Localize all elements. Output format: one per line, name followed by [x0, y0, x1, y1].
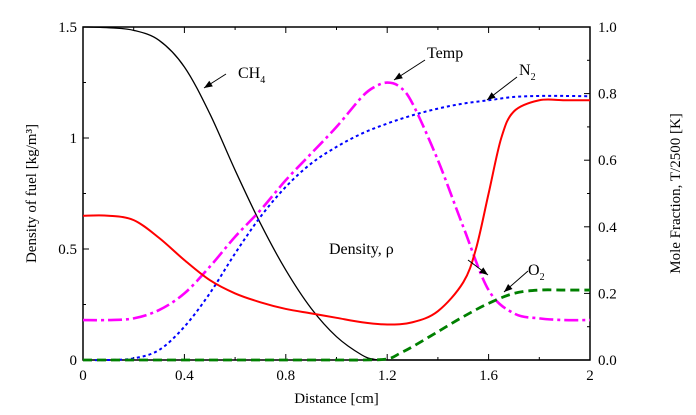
annotation-ch4: CH4 — [238, 65, 265, 86]
y-left-tick-label: 0.5 — [58, 242, 77, 258]
y-right-tick-label: 0.8 — [598, 87, 617, 103]
series-line-n2 — [82, 94, 591, 362]
annotation-arrowhead-temp — [394, 72, 403, 80]
y-right-tick-label: 0.6 — [598, 153, 617, 169]
series-line-o2 — [83, 288, 590, 362]
annotation-sub-n2: 2 — [531, 72, 536, 83]
x-tick-label: 1.6 — [479, 368, 498, 384]
annotation-sub-o2: 2 — [540, 272, 545, 283]
annotation-n2: N2 — [519, 62, 536, 83]
y-axis-left-label: Density of fuel [kg/m³] — [24, 124, 40, 263]
annotation-main-temp: Temp — [427, 45, 463, 62]
y-right-tick-label: 0.0 — [598, 353, 617, 369]
x-tick-label: 0 — [79, 368, 87, 384]
y-left-tick-label: 1 — [70, 131, 78, 147]
series-line-density — [82, 98, 590, 326]
x-tick-label: 0.8 — [276, 368, 295, 384]
annotation-density: Density, ρ — [329, 241, 394, 258]
annotation-arrowhead-ch4 — [204, 80, 213, 88]
annotation-arrowhead-density — [479, 267, 488, 275]
series-line-ch4 — [82, 26, 590, 361]
annotation-arrowhead-o2 — [504, 283, 513, 292]
x-tick-label: 2 — [586, 368, 594, 384]
y-right-tick-label: 0.2 — [598, 286, 617, 302]
annotation-main-ch4: CH — [238, 65, 261, 82]
x-tick-label: 1.2 — [378, 368, 397, 384]
series-lines — [82, 26, 591, 362]
annotation-main-n2: N — [519, 62, 531, 79]
annotation-sub-ch4: 4 — [260, 75, 265, 86]
series-line-temp — [82, 81, 591, 322]
annotation-o2: O2 — [528, 262, 545, 283]
axis-ticks: 0 0.4 0.8 1.2 1.6 2 0 0.5 1 1.5 0.0 0.2 0.4 0.6 0.8 1.0 — [58, 20, 617, 384]
annotation-main-o2: O — [528, 262, 540, 279]
x-tick-label: 0.4 — [175, 368, 194, 384]
y-left-tick-label: 0 — [70, 353, 78, 369]
y-left-tick-label: 1.5 — [58, 20, 77, 36]
annotation-temp: Temp — [427, 45, 463, 62]
annotation-arrowhead-n2 — [487, 92, 496, 100]
annotation-main-density: Density, ρ — [329, 241, 394, 258]
y-right-tick-label: 0.4 — [598, 220, 617, 236]
y-axis-right-label: Mole Fraction, T/2500 [K] — [668, 113, 684, 274]
y-right-tick-label: 1.0 — [598, 20, 617, 36]
x-axis-label: Distance [cm] — [294, 391, 379, 407]
